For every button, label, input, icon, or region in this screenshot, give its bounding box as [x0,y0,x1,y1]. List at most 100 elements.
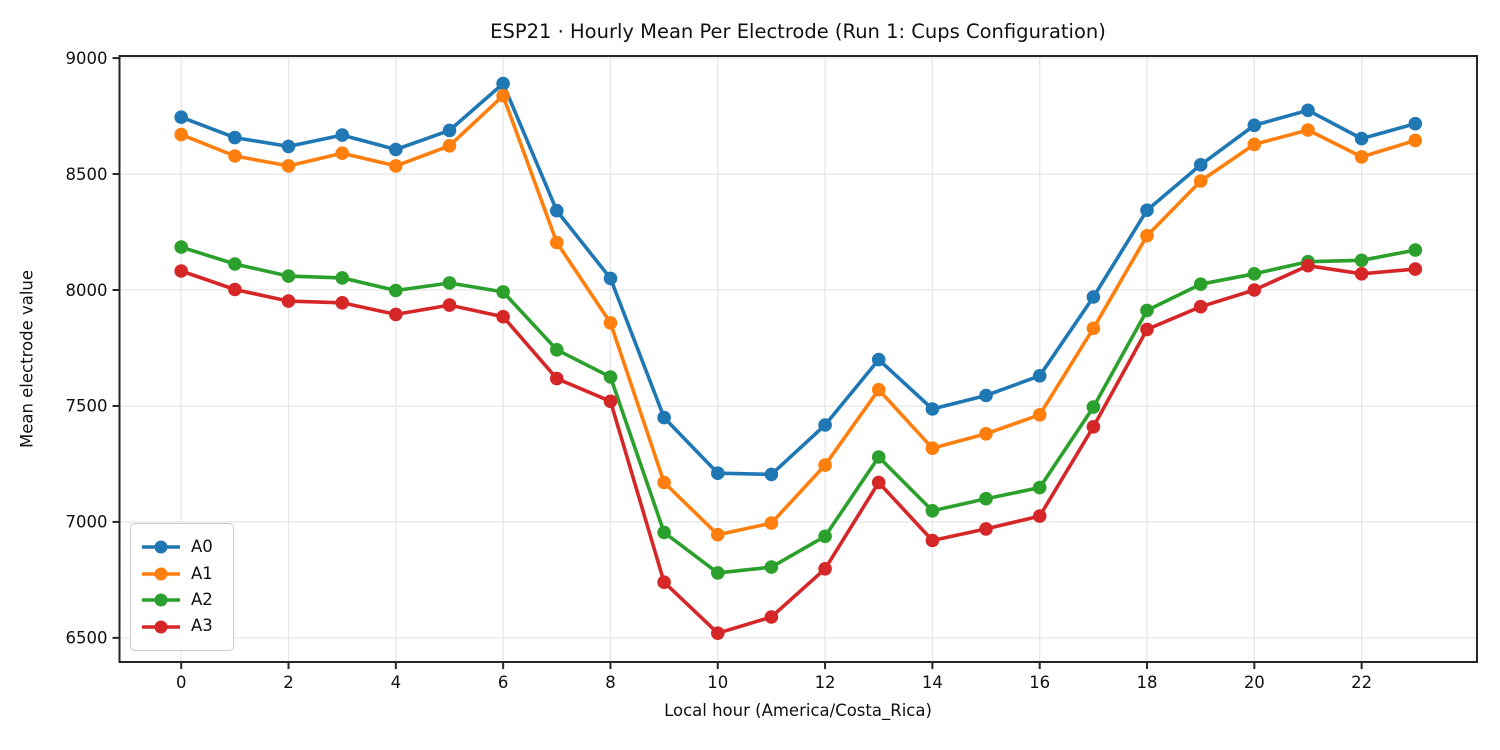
x-tick-label-16: 16 [1029,673,1050,692]
marker-A0-hour-5 [442,123,457,138]
y-tick-label-8500: 8500 [66,165,108,184]
y-tick-label-8000: 8000 [66,281,108,300]
marker-A2-hour-14 [925,504,940,518]
legend-sample-marker [154,540,168,554]
x-tick-label-0: 0 [176,673,187,692]
marker-A2-hour-5 [442,276,457,290]
legend-label-A0: A0 [191,537,213,557]
x-tick-label-14: 14 [922,673,943,692]
marker-A1-hour-12 [818,458,832,472]
marker-A0-hour-8 [603,271,618,286]
series-line-A3 [179,263,1418,636]
marker-A2-hour-10 [711,566,725,580]
marker-A2-hour-16 [1032,480,1047,495]
marker-A3-hour-19 [1193,299,1208,314]
marker-A0-hour-7 [550,203,564,218]
marker-A0-hour-17 [1086,290,1101,304]
marker-A3-hour-10 [711,626,725,640]
marker-A1-hour-20 [1247,137,1262,152]
legend-sample-marker [154,567,168,581]
marker-A1-hour-4 [389,159,403,173]
marker-A3-hour-7 [550,371,564,386]
marker-A3-hour-13 [871,475,886,490]
marker-A2-hour-11 [764,560,779,574]
marker-A3-hour-11 [764,610,779,624]
marker-A0-hour-22 [1354,131,1369,146]
marker-A1-hour-16 [1032,408,1047,422]
marker-A3-hour-5 [442,298,457,312]
marker-A0-hour-6 [496,76,510,91]
legend-entry-A0: A0 [140,538,224,556]
marker-A2-hour-13 [871,450,886,464]
marker-A3-hour-15 [979,522,993,536]
marker-A0-hour-16 [1032,369,1047,383]
series-line-A2 [179,245,1418,575]
marker-A0-hour-14 [925,402,940,416]
x-tick-label-10: 10 [707,673,728,692]
y-axis-label: Mean electrode value [17,269,37,449]
x-tick-label-18: 18 [1137,673,1158,692]
x-tick-label-22: 22 [1351,673,1372,692]
marker-A1-hour-1 [228,149,242,163]
marker-A0-hour-4 [389,142,403,157]
marker-A1-hour-21 [1301,123,1315,137]
y-tick-label-7500: 7500 [66,397,108,416]
legend-line-sample-A3 [142,620,180,634]
marker-A2-hour-8 [603,370,618,384]
marker-A0-hour-19 [1193,158,1208,172]
marker-A1-hour-7 [550,235,564,250]
marker-A0-hour-15 [979,388,993,403]
marker-A2-hour-20 [1247,267,1262,281]
marker-A3-hour-23 [1408,262,1423,276]
marker-A1-hour-0 [174,127,188,142]
marker-A1-hour-19 [1193,174,1208,188]
x-tick-label-20: 20 [1244,673,1265,692]
marker-A3-hour-14 [925,533,940,548]
marker-A2-hour-1 [228,257,242,271]
marker-A2-hour-23 [1408,243,1423,257]
series-line-A1 [179,93,1418,537]
marker-A1-hour-2 [281,159,296,173]
legend-label-A3: A3 [191,616,213,636]
marker-A2-hour-4 [389,283,403,298]
marker-A2-hour-19 [1193,277,1208,292]
marker-A3-hour-3 [335,296,350,310]
marker-A0-hour-1 [228,130,242,145]
marker-A0-hour-18 [1140,203,1154,217]
marker-A1-hour-11 [764,516,779,530]
x-tick-label-6: 6 [498,673,509,692]
marker-A3-hour-12 [818,562,832,576]
legend-label-A1: A1 [191,563,213,583]
marker-A0-hour-2 [281,139,296,154]
marker-A1-hour-8 [603,316,618,330]
marker-A1-hour-14 [925,441,940,456]
marker-A0-hour-21 [1301,103,1315,118]
x-axis-label: Local hour (America/Costa_Rica) [664,701,932,720]
marker-A3-hour-0 [174,264,188,278]
marker-A0-hour-0 [174,110,188,124]
legend-line-sample-A0 [142,540,180,554]
x-tick-label-12: 12 [815,673,836,692]
marker-A2-hour-7 [550,343,564,357]
series-line-A0 [179,81,1418,477]
marker-A3-hour-6 [496,309,510,324]
marker-A3-hour-8 [603,394,618,409]
marker-A2-hour-15 [979,491,993,506]
marker-A1-hour-10 [711,527,725,542]
legend-line-sample-A2 [142,593,180,607]
marker-A0-hour-20 [1247,118,1262,133]
marker-A2-hour-18 [1140,303,1154,318]
plot-border [118,55,1478,663]
marker-A0-hour-3 [335,128,350,142]
marker-A1-hour-5 [442,139,457,153]
x-tick-label-4: 4 [391,673,402,692]
marker-A3-hour-1 [228,282,242,297]
marker-A2-hour-22 [1354,253,1369,268]
marker-A1-hour-23 [1408,133,1423,148]
legend-sample-marker [154,620,168,634]
y-tick-label-6500: 6500 [66,629,108,648]
marker-A2-hour-0 [174,240,188,254]
legend-entry-A3: A3 [140,618,224,636]
marker-A0-hour-10 [711,466,725,481]
